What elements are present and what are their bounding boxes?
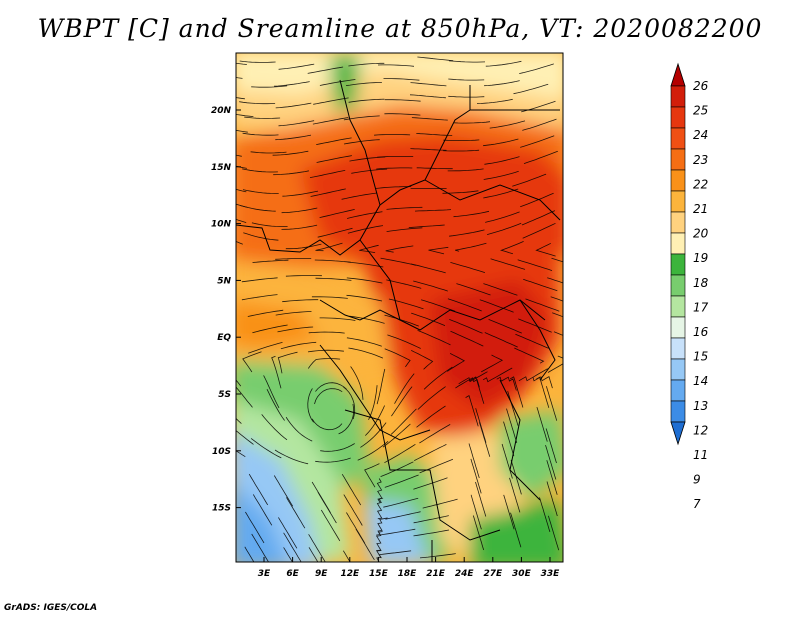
colorbar-swatch (671, 191, 685, 212)
lon-label: 30E (512, 569, 532, 579)
colorbar-label: 20 (693, 227, 709, 241)
lon-label: 6E (286, 569, 299, 579)
colorbar-max-arrow (671, 64, 685, 86)
colorbar-swatch (671, 107, 685, 128)
colorbar-swatch (671, 380, 685, 401)
colorbar-swatch (671, 254, 685, 275)
colorbar-label: 13 (693, 399, 708, 413)
colorbar-label: 7 (693, 497, 701, 511)
lon-label: 33E (541, 569, 561, 579)
lon-label: 12E (340, 569, 360, 579)
colorbar-label: 19 (693, 251, 708, 265)
colorbar-swatch (671, 359, 685, 380)
colorbar-label: 12 (693, 423, 708, 437)
lon-label: 3E (258, 569, 271, 579)
temperature-field (230, 48, 570, 570)
colorbar-swatch (671, 401, 685, 422)
lat-label: EQ (217, 333, 231, 343)
lon-label: 24E (455, 569, 475, 579)
colorbar-label: 11 (693, 448, 708, 462)
colorbar-swatch (671, 128, 685, 149)
colorbar-swatch (671, 338, 685, 359)
lon-label: 9E (315, 569, 328, 579)
colorbar-label: 16 (693, 325, 709, 339)
colorbar-label: 26 (693, 79, 709, 93)
lon-label: 18E (398, 569, 418, 579)
lon-label: 15E (369, 569, 389, 579)
colorbar-label: 21 (693, 202, 708, 216)
colorbar-label: 23 (693, 153, 708, 167)
colorbar-label: 9 (693, 473, 701, 487)
lon-label: 21E (426, 569, 446, 579)
map-panel (207, 48, 587, 582)
colorbar-min-arrow (671, 422, 685, 444)
lat-label: 15S (212, 504, 231, 514)
colorbar-swatch (671, 170, 685, 191)
lon-label: 27E (483, 569, 503, 579)
colorbar-label: 22 (693, 177, 708, 191)
colorbar-label: 17 (693, 300, 709, 314)
colorbar-swatch (671, 233, 685, 254)
lat-label: 20N (211, 106, 232, 116)
colorbar-swatch (671, 86, 685, 107)
colorbar-swatch (671, 275, 685, 296)
colorbar-label: 24 (693, 128, 708, 142)
colorbar: 26 25 24 23 22 21 20 19 18 17 16 15 14 13 12 11 9 7 (671, 64, 709, 511)
colorbar-swatch (671, 149, 685, 170)
colorbar-swatch (671, 317, 685, 338)
colorbar-label: 15 (693, 350, 708, 364)
colorbar-swatch (671, 296, 685, 317)
colorbar-swatch (671, 212, 685, 233)
lat-label: 5N (217, 276, 231, 286)
lat-label: 5S (218, 390, 231, 400)
footer-credit: GrADS: IGES/COLA (4, 603, 97, 613)
lat-label: 10N (211, 220, 232, 230)
lat-label: 10S (212, 447, 231, 457)
lat-label: 15N (211, 163, 232, 173)
colorbar-label: 14 (693, 374, 708, 388)
colorbar-label: 25 (693, 104, 708, 118)
colorbar-label: 18 (693, 276, 709, 290)
